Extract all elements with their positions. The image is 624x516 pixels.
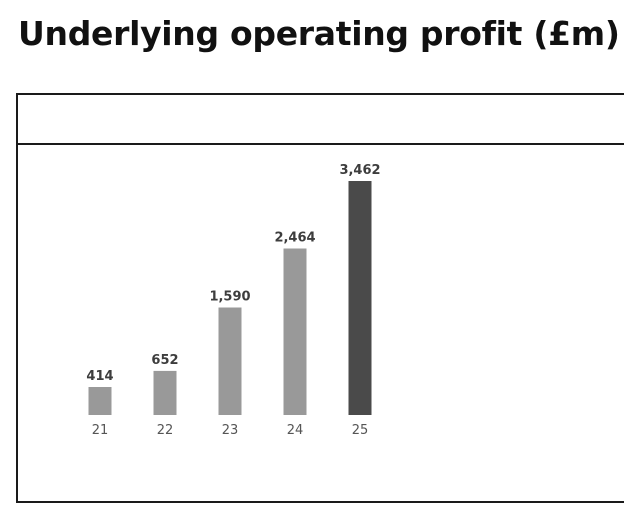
bar-22 xyxy=(153,370,177,415)
bar-21 xyxy=(88,387,112,415)
x-tick-label-25: 25 xyxy=(352,423,369,438)
data-label-25: 3,462 xyxy=(339,163,380,178)
x-tick-label-23: 23 xyxy=(222,423,239,438)
bar-25 xyxy=(348,181,372,415)
x-tick-label-24: 24 xyxy=(287,423,304,438)
bar-24 xyxy=(283,248,307,415)
bar-23 xyxy=(218,307,242,415)
x-tick-label-22: 22 xyxy=(157,423,174,438)
data-label-21: 414 xyxy=(86,369,113,384)
data-label-24: 2,464 xyxy=(274,231,315,246)
chart-frame xyxy=(16,93,624,503)
data-label-22: 652 xyxy=(151,353,178,368)
data-label-23: 1,590 xyxy=(209,290,250,305)
x-tick-label-21: 21 xyxy=(92,423,109,438)
chart-title: Underlying operating profit (£m) xyxy=(18,14,620,53)
header-divider xyxy=(16,143,624,145)
